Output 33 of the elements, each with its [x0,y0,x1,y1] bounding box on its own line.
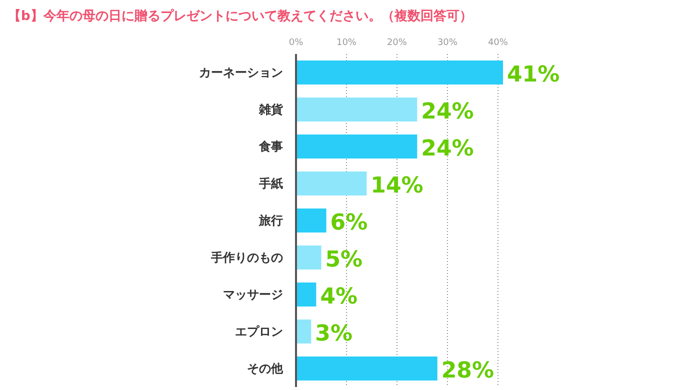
bar [296,172,367,196]
x-tick-label: 0% [288,38,304,48]
chart-title: 【b】今年の母の日に贈るプレゼントについて教えてください。（複数回答可） [8,8,472,24]
x-tick-label: 20% [386,38,408,48]
data-label: 41% [507,62,560,88]
x-tick-label: 30% [437,38,458,48]
bar [296,208,326,232]
y-tick-label: その他 [247,362,284,376]
y-tick-label: 手紙 [258,176,283,190]
bar [296,60,503,84]
data-label: 24% [421,100,474,124]
bar [296,98,418,122]
y-tick-label: 食事 [258,140,283,154]
y-tick-label: 手作りのもの [210,250,283,264]
bar [296,320,312,344]
data-label: 4% [320,284,358,310]
bar [296,246,322,270]
data-label: 28% [441,358,494,384]
y-tick-label: 旅行 [258,214,283,228]
x-tick-label: 10% [336,38,357,48]
y-tick-label: 雑貨 [258,102,284,116]
data-label: 5% [325,248,363,272]
bar [296,134,418,158]
x-tick-label: 40% [488,38,508,48]
data-label: 6% [330,210,368,236]
data-label: 3% [315,322,353,346]
y-tick-label: マッサージ [223,288,283,302]
bar [296,282,316,306]
data-label: 24% [421,136,474,162]
bar [296,356,438,380]
y-tick-label: エプロン [235,324,283,338]
y-tick-label: カーネーション [199,66,283,80]
data-label: 14% [370,174,424,198]
